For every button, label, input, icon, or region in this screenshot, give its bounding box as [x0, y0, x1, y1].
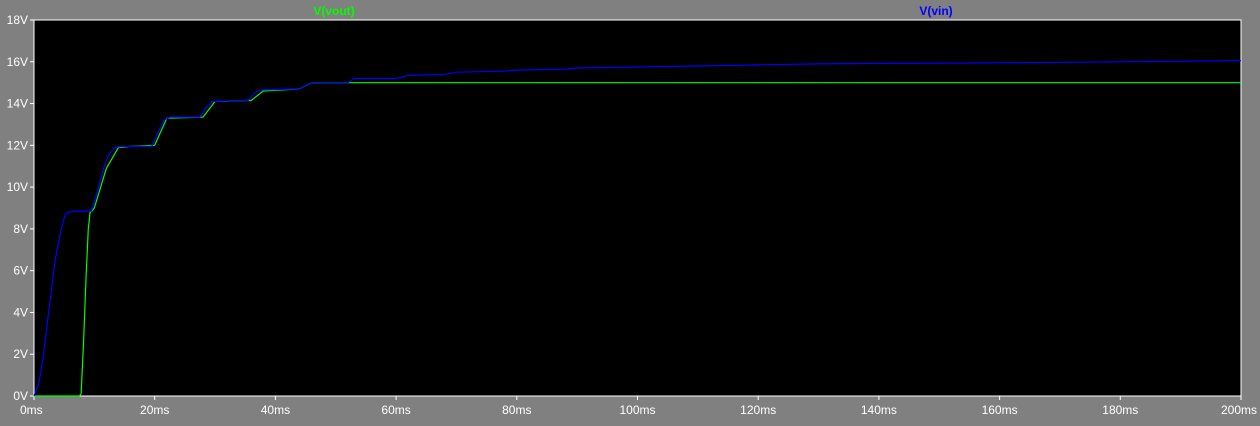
series-line-v-vin[interactable]	[33, 60, 1242, 397]
x-tick-label: 200ms	[1221, 403, 1257, 417]
legend-label-v-vout[interactable]: V(vout)	[313, 4, 354, 18]
plot-area[interactable]	[33, 19, 1242, 397]
x-tick-label: 60ms	[381, 403, 410, 417]
x-tick-label: 120ms	[740, 403, 776, 417]
legend-layer: V(vout) V(vin)	[313, 4, 952, 18]
x-tick-label: 40ms	[261, 403, 290, 417]
y-tick-label: 2V	[13, 347, 28, 361]
x-tick-label: 100ms	[619, 403, 655, 417]
y-tick-label: 6V	[13, 264, 28, 278]
y-tick-label: 4V	[13, 305, 28, 319]
x-tick-label: 0ms	[20, 403, 43, 417]
x-tick-label: 80ms	[502, 403, 531, 417]
y-tick-label: 16V	[7, 55, 28, 69]
y-tick-label: 14V	[7, 97, 28, 111]
series-layer	[33, 60, 1242, 397]
x-tick-label: 20ms	[140, 403, 169, 417]
y-tick-label: 18V	[7, 13, 28, 27]
y-tick-label: 12V	[7, 138, 28, 152]
x-tick-label: 140ms	[861, 403, 897, 417]
x-tick-label: 160ms	[982, 403, 1018, 417]
y-tick-label: 10V	[7, 180, 28, 194]
y-tick-label: 0V	[13, 389, 28, 403]
legend-label-v-vin[interactable]: V(vin)	[919, 4, 952, 18]
x-tick-label: 180ms	[1102, 403, 1138, 417]
axes-layer: 0V 2V 4V 6V 8V 10V 12V 14V 16V 18V 0ms 20ms 40ms 60ms…	[7, 13, 1257, 417]
y-tick-label: 8V	[13, 222, 28, 236]
